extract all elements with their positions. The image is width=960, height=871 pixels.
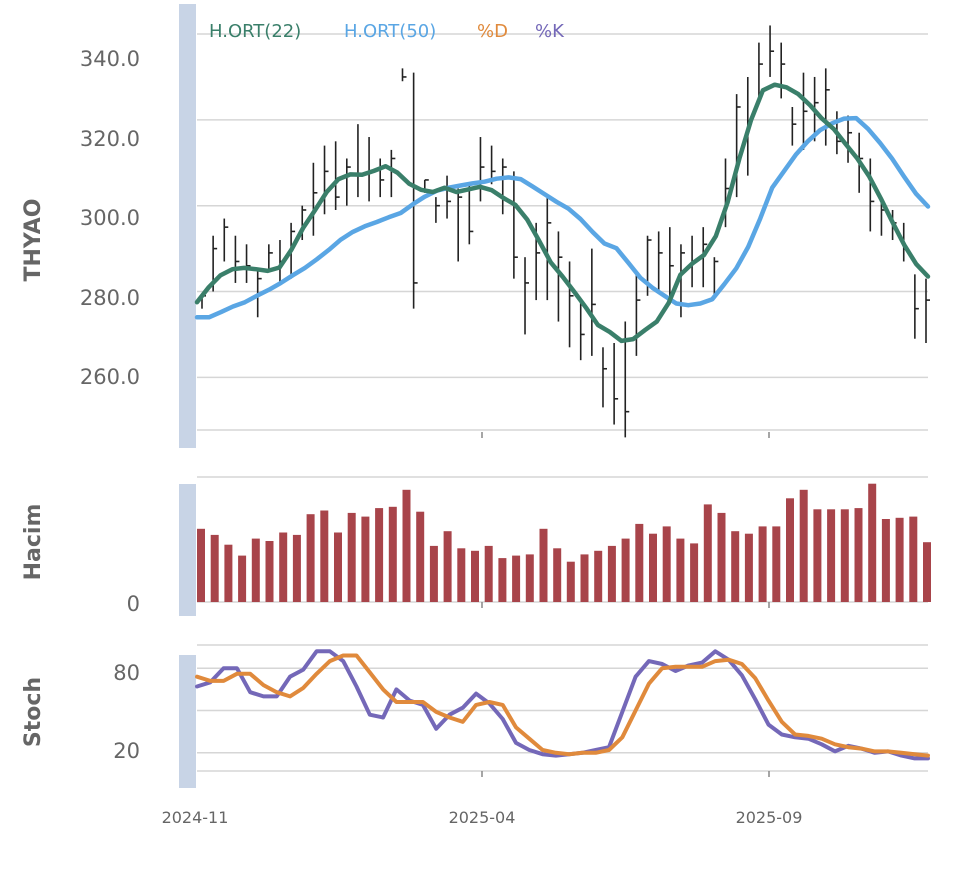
ma50-line — [197, 118, 928, 317]
volume-bar — [444, 531, 452, 602]
volume-bar — [772, 526, 780, 602]
price-panel-label: THYAO — [21, 199, 46, 282]
volume-bar — [704, 504, 712, 602]
volume-bar — [553, 548, 561, 602]
x-tick-label: 2025-09 — [736, 808, 803, 827]
volume-bar — [389, 507, 397, 602]
price-y-tick-label: 300.0 — [80, 206, 140, 230]
volume-bar — [868, 484, 876, 602]
volume-bar — [403, 490, 411, 602]
price-grid — [197, 34, 928, 430]
volume-bar — [882, 519, 890, 602]
volume-bar — [266, 541, 274, 602]
volume-bar — [923, 542, 931, 602]
volume-bar — [663, 526, 671, 602]
volume-bar — [567, 562, 575, 602]
stoch-panel-label: Stoch — [21, 677, 46, 747]
x-tick-label: 2024-11 — [162, 808, 229, 827]
volume-bar — [293, 535, 301, 602]
stoch-k-line — [197, 651, 928, 758]
volume-bar — [622, 539, 630, 602]
volume-bar — [416, 512, 424, 602]
volume-bar — [800, 490, 808, 602]
legend-ma22: H.ORT(22) — [209, 21, 301, 42]
volume-bars — [197, 484, 931, 602]
volume-bar — [649, 534, 657, 602]
volume-bar — [786, 498, 794, 602]
volume-bar — [457, 548, 465, 602]
stoch-panel-bar — [179, 655, 196, 788]
legend-pct-k: %K — [535, 21, 565, 42]
volume-bar — [485, 546, 493, 602]
volume-bar — [635, 524, 643, 602]
stoch-y-tick-label: 80 — [113, 661, 140, 685]
volume-bar — [909, 517, 917, 602]
volume-bar — [594, 551, 602, 602]
volume-bar — [581, 554, 589, 602]
volume-bar — [841, 509, 849, 602]
stoch-y-tick-label: 20 — [113, 739, 140, 763]
volume-bar — [731, 531, 739, 602]
x-tick-label: 2025-04 — [449, 808, 516, 827]
volume-bar — [252, 539, 260, 602]
volume-bar — [896, 518, 904, 602]
volume-bar — [279, 533, 287, 603]
stoch-d-line — [197, 656, 928, 756]
ma22-line — [197, 85, 928, 341]
price-y-tick-label: 280.0 — [80, 286, 140, 310]
ohlc-bars — [202, 25, 930, 437]
x-tick-marks — [482, 432, 769, 777]
price-panel-bar — [179, 4, 196, 448]
volume-bar — [430, 546, 438, 602]
volume-bar — [361, 517, 369, 602]
volume-bar — [676, 539, 684, 602]
volume-bar — [855, 508, 863, 602]
volume-bar — [211, 535, 219, 602]
volume-panel-label: Hacim — [21, 504, 46, 581]
price-y-tick-label: 260.0 — [80, 365, 140, 389]
volume-bar — [745, 534, 753, 602]
volume-bar — [238, 556, 246, 602]
volume-bar — [307, 514, 315, 602]
volume-bar — [526, 554, 534, 602]
volume-bar — [320, 511, 328, 603]
price-y-tick-label: 320.0 — [80, 127, 140, 151]
volume-bar — [540, 529, 548, 602]
volume-bar — [498, 558, 506, 602]
volume-bar — [224, 545, 232, 602]
volume-bar — [512, 556, 520, 602]
volume-bar — [718, 513, 726, 602]
volume-bar — [813, 509, 821, 602]
volume-bar — [608, 546, 616, 602]
volume-y-tick-label: 0 — [127, 592, 140, 616]
volume-bar — [471, 551, 479, 602]
legend-pct-d: %D — [477, 21, 508, 42]
volume-panel-bar — [179, 484, 196, 616]
volume-bar — [334, 533, 342, 603]
volume-bar — [375, 508, 383, 602]
volume-bar — [759, 526, 767, 602]
price-y-tick-label: 340.0 — [80, 47, 140, 71]
volume-bar — [197, 529, 205, 602]
legend-ma50: H.ORT(50) — [344, 21, 436, 42]
volume-bar — [348, 513, 356, 602]
volume-bar — [827, 509, 835, 602]
volume-bar — [690, 543, 698, 602]
